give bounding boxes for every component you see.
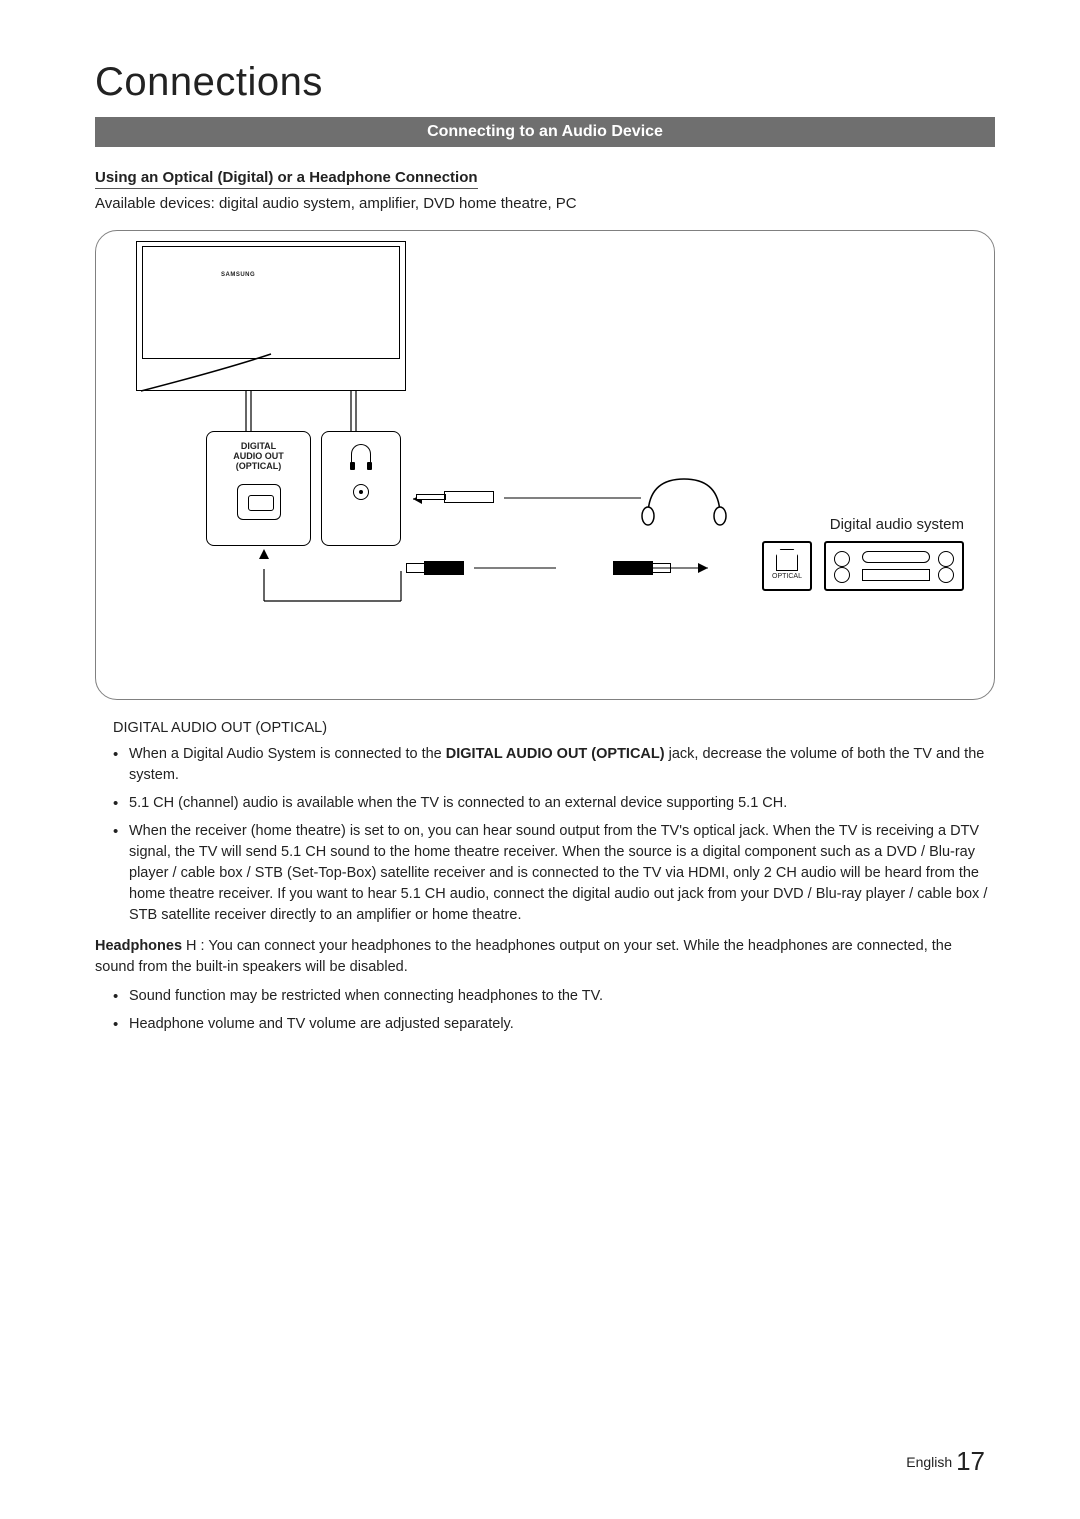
headphone-plug-icon [416, 491, 506, 503]
headphones-label: Headphones [95, 938, 182, 954]
connection-diagram: SAMSUNG [95, 230, 995, 700]
page-number: 17 [956, 1446, 985, 1476]
footer-language: English [906, 1454, 952, 1470]
headphones-icon [636, 471, 731, 526]
list-item: Sound function may be restricted when co… [113, 986, 995, 1007]
headphones-paragraph: Headphones H : You can connect your head… [95, 936, 995, 978]
optical-notes-list: When a Digital Audio System is connected… [95, 744, 995, 926]
optical-jack-icon [237, 484, 281, 520]
optical-out-heading: DIGITAL AUDIO OUT (OPTICAL) [95, 720, 995, 736]
optical-plug-right-icon [551, 561, 671, 577]
headphone-symbol-icon [351, 444, 371, 466]
optical-out-port-icon: DIGITAL AUDIO OUT (OPTICAL) [206, 431, 311, 546]
bullet-text-pre: When a Digital Audio System is connected… [129, 746, 446, 762]
headphones-notes-list: Sound function may be restricted when co… [95, 986, 995, 1035]
headphone-port-icon [321, 431, 401, 546]
available-devices-text: Available devices: digital audio system,… [95, 195, 995, 212]
headphone-jack-icon [353, 484, 369, 500]
headphones-icon-glyph: H [186, 938, 196, 954]
chapter-title: Connections [95, 60, 995, 105]
optical-input-icon: OPTICAL [762, 541, 812, 591]
list-item: When a Digital Audio System is connected… [113, 744, 995, 786]
manual-page: Connections Connecting to an Audio Devic… [0, 0, 1080, 1519]
list-item: When the receiver (home theatre) is set … [113, 821, 995, 926]
page-footer: English 17 [906, 1446, 985, 1477]
section-heading-bar: Connecting to an Audio Device [95, 117, 995, 147]
headphones-text: : You can connect your headphones to the… [95, 938, 952, 975]
digital-audio-system-icon [824, 541, 964, 591]
digital-audio-system-label: Digital audio system [830, 516, 964, 533]
bullet-bold: DIGITAL AUDIO OUT (OPTICAL) [446, 746, 665, 762]
optical-plug-left-icon [406, 561, 526, 577]
port-label: DIGITAL AUDIO OUT (OPTICAL) [207, 442, 310, 472]
list-item: 5.1 CH (channel) audio is available when… [113, 793, 995, 814]
connection-subheading: Using an Optical (Digital) or a Headphon… [95, 169, 478, 189]
list-item: Headphone volume and TV volume are adjus… [113, 1014, 995, 1035]
